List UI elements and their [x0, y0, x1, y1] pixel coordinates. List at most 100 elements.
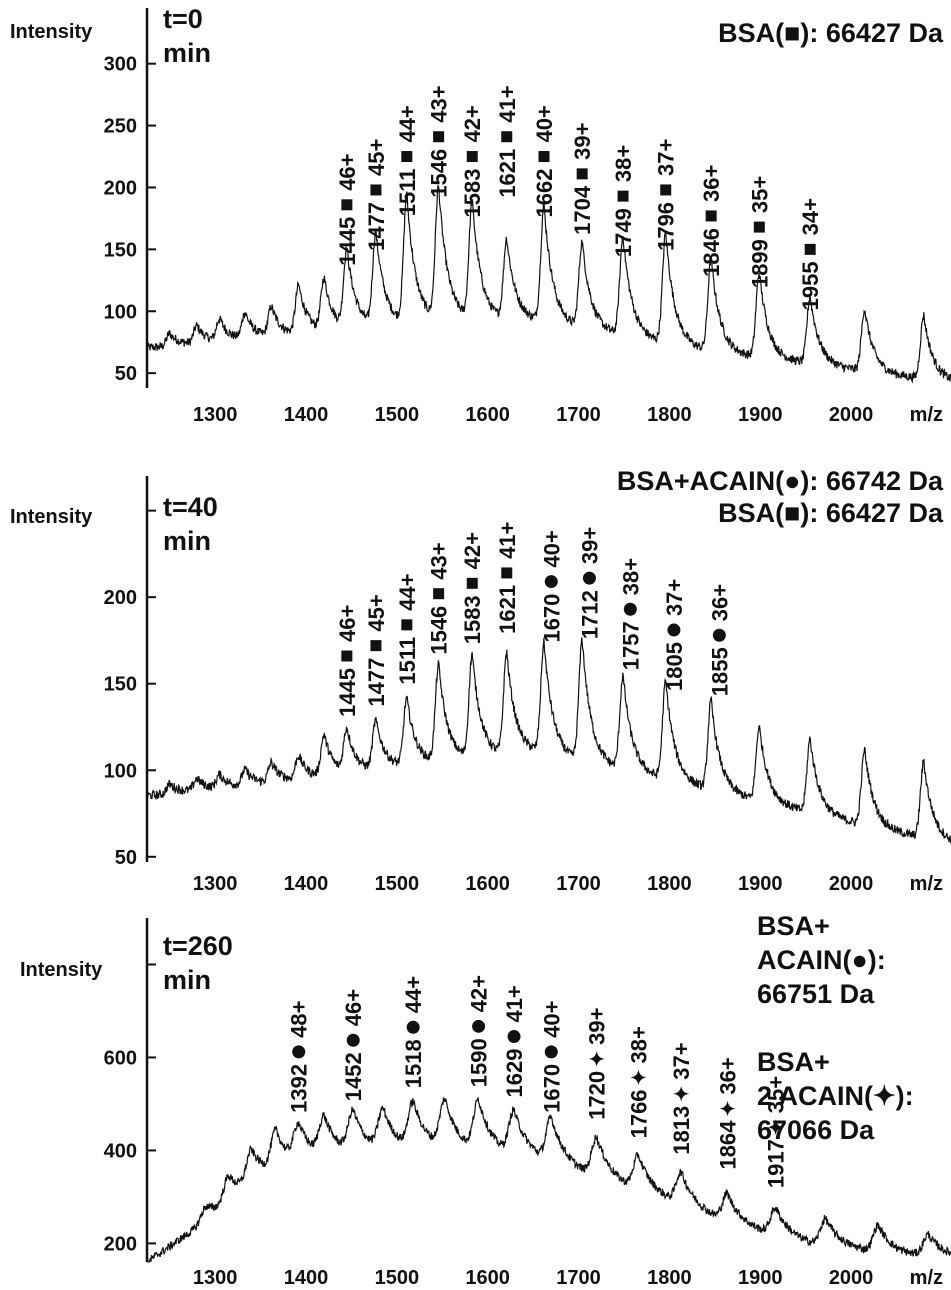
bsa-square-marker [753, 221, 765, 233]
bsa-square-marker [401, 151, 413, 163]
x-tick-label: 1900 [738, 873, 783, 895]
y-tick-label: 200 [104, 587, 137, 609]
time-label: min [163, 38, 211, 68]
bsa-square-marker [433, 588, 445, 600]
peak-mz-label: 1662 [532, 169, 557, 218]
peak-charge-label: 44+ [395, 105, 420, 142]
peak-charge-label: 38+ [611, 145, 636, 182]
spectrum-panel-t260: 200 400 600 1300 1400 1500 1600 1700 1800 1900 200… [20, 911, 951, 1289]
y-tick-label: 50 [115, 847, 137, 869]
x-tick-label: 1900 [738, 404, 783, 426]
x-tick-label: 1600 [465, 1267, 510, 1289]
peak-charge-label: 37+ [654, 139, 679, 176]
mass-info-line: BSA+ACAIN(●): 66742 Da [617, 466, 944, 496]
x-tick-label: 1700 [556, 873, 601, 895]
x-tick-label: 1300 [193, 1267, 238, 1289]
bsa-square-marker [401, 619, 413, 631]
double-acain-star-marker [719, 1100, 736, 1117]
spectrum-trace [146, 1096, 951, 1263]
peak-mz-label: 1855 [707, 647, 732, 696]
double-acain-star-marker [588, 1050, 605, 1067]
spectrum-trace [146, 637, 951, 844]
time-label: t=260 [163, 931, 233, 961]
bsa-square-marker [501, 567, 513, 579]
mass-info-line: 66751 Da [757, 979, 875, 1009]
double-acain-star-marker [673, 1085, 690, 1102]
peak-mz-label: 1757 [618, 621, 643, 670]
peak-mz-label: 1518 [401, 1039, 426, 1088]
bsa-square-marker [466, 151, 478, 163]
peak-charge-label: 39+ [577, 527, 602, 564]
bsa-square-marker [370, 184, 382, 196]
peak-charge-label: 42+ [460, 105, 485, 142]
acain-circle-marker [544, 575, 558, 589]
peak-charge-label: 45+ [364, 139, 389, 176]
peak-charge-label: 40+ [539, 1001, 564, 1038]
bsa-square-marker [660, 184, 672, 196]
y-axis-label: Intensity [10, 506, 93, 528]
spectrum-trace [146, 184, 951, 384]
peak-charge-label: 45+ [364, 594, 389, 631]
peak-charge-label: 46+ [335, 605, 360, 642]
x-tick-label: 1500 [375, 1267, 420, 1289]
peak-mz-label: 1864 [716, 1120, 741, 1170]
x-tick-label: 2000 [829, 1267, 874, 1289]
x-axis-label: m/z [910, 1267, 943, 1289]
peak-mz-label: 1583 [460, 595, 485, 644]
bsa-square-marker [433, 131, 445, 143]
peak-mz-label: 1621 [495, 585, 520, 634]
peak-mz-label: 1511 [395, 169, 420, 217]
x-tick-label: 1700 [556, 404, 601, 426]
double-acain-star-marker [630, 1069, 647, 1086]
peak-charge-label: 39+ [570, 123, 595, 160]
x-tick-label: 1300 [193, 873, 238, 895]
peak-charge-label: 41+ [495, 522, 520, 559]
peak-mz-label: 1805 [662, 642, 687, 691]
time-label: min [163, 526, 211, 556]
x-tick-label: 1800 [647, 404, 692, 426]
peak-charge-label: 48+ [287, 1001, 312, 1038]
y-tick-label: 200 [104, 1233, 137, 1255]
x-tick-label: 1400 [284, 404, 329, 426]
time-label: min [163, 965, 211, 995]
acain-circle-marker [544, 1045, 558, 1059]
mass-info-line: BSA+ [757, 911, 830, 941]
acain-circle-marker [667, 623, 681, 637]
mass-info-line: BSA(■): 66427 Da [718, 498, 944, 528]
acain-circle-marker [406, 1020, 420, 1034]
y-tick-label: 400 [104, 1140, 137, 1162]
y-tick-label: 100 [104, 760, 137, 782]
peak-mz-label: 1477 [364, 658, 389, 707]
x-tick-label: 1900 [738, 1267, 783, 1289]
peak-charge-label: 34+ [798, 198, 823, 235]
y-axis-label: Intensity [20, 959, 103, 981]
peak-mz-label: 1511 [395, 637, 420, 685]
acain-circle-marker [346, 1033, 360, 1047]
bsa-square-marker [705, 210, 717, 222]
peak-mz-label: 1899 [747, 239, 772, 288]
bsa-square-marker [370, 640, 382, 652]
peak-mz-label: 1846 [699, 228, 724, 277]
peak-charge-label: 39+ [585, 1008, 610, 1045]
x-tick-label: 1600 [465, 404, 510, 426]
peak-mz-label: 1704 [570, 185, 595, 235]
peak-mz-label: 1629 [502, 1049, 527, 1098]
y-tick-label: 50 [115, 363, 137, 385]
peak-mz-label: 1546 [427, 606, 452, 655]
x-axis-label: m/z [910, 873, 943, 895]
acain-circle-marker [292, 1045, 306, 1059]
x-tick-label: 1700 [556, 1267, 601, 1289]
x-tick-label: 1600 [465, 873, 510, 895]
spectrum-panel-t40: 50 100 150 200 1300 1400 1500 1600 1700 1800 1900 2… [10, 466, 951, 895]
y-tick-label: 250 [104, 116, 137, 138]
bsa-square-marker [538, 151, 550, 163]
peak-mz-label: 1749 [611, 208, 636, 257]
peak-charge-label: 37+ [662, 579, 687, 616]
peak-charge-label: 36+ [707, 584, 732, 621]
x-tick-label: 1800 [647, 873, 692, 895]
peak-mz-label: 1477 [364, 202, 389, 251]
time-label: t=0 [163, 4, 203, 34]
peak-charge-label: 40+ [539, 530, 564, 567]
peak-charge-label: 44+ [401, 976, 426, 1013]
bsa-square-marker [501, 131, 513, 143]
